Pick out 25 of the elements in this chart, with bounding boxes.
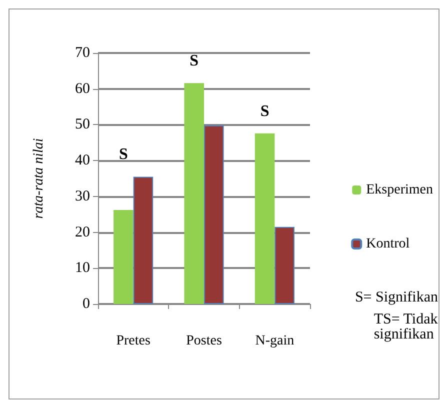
y-tick-label: 60 (75, 80, 90, 97)
y-axis-title: rata-rata nilai (32, 138, 46, 219)
y-tick-label: 50 (75, 116, 90, 133)
legend-label: Kontrol (366, 236, 410, 252)
y-tick-label: 30 (75, 188, 90, 204)
y-tick-label: 10 (75, 260, 90, 276)
y-tick-label: 40 (75, 152, 90, 169)
bar (204, 125, 224, 304)
x-tick-label: Pretes (116, 334, 150, 348)
bar (274, 226, 294, 304)
text: TS= Tidak signifikan (374, 312, 438, 342)
bar (184, 83, 204, 304)
x-tick-label: N-gain (255, 334, 294, 348)
annotation: S (190, 52, 199, 70)
y-tick-label: 20 (75, 224, 90, 240)
bar (114, 210, 134, 304)
y-tick-label: 0 (82, 296, 90, 312)
x-tick-label: Postes (186, 334, 222, 348)
text: S= Signifikan (354, 290, 438, 306)
legend-label: Eksperimen (366, 182, 434, 198)
bar (133, 176, 154, 304)
annotation: S (118, 146, 128, 164)
annotation: S (260, 102, 270, 120)
bar (254, 133, 275, 304)
y-tick-label: 70 (75, 45, 90, 61)
